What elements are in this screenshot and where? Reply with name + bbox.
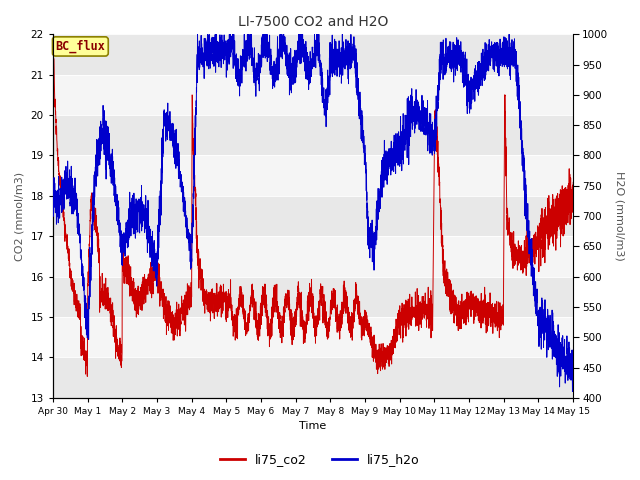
Bar <box>53 358 573 398</box>
Bar <box>53 75 573 115</box>
Bar <box>53 236 573 276</box>
Bar <box>53 35 573 75</box>
Bar <box>53 156 573 196</box>
Bar <box>53 115 573 156</box>
Bar <box>53 276 573 317</box>
Bar <box>53 196 573 236</box>
Text: BC_flux: BC_flux <box>56 40 106 53</box>
Y-axis label: CO2 (mmol/m3): CO2 (mmol/m3) <box>15 171 25 261</box>
Title: LI-7500 CO2 and H2O: LI-7500 CO2 and H2O <box>238 15 388 29</box>
Y-axis label: H2O (mmol/m3): H2O (mmol/m3) <box>615 171 625 261</box>
Legend: li75_co2, li75_h2o: li75_co2, li75_h2o <box>215 448 425 471</box>
X-axis label: Time: Time <box>300 421 326 432</box>
Bar <box>53 317 573 358</box>
